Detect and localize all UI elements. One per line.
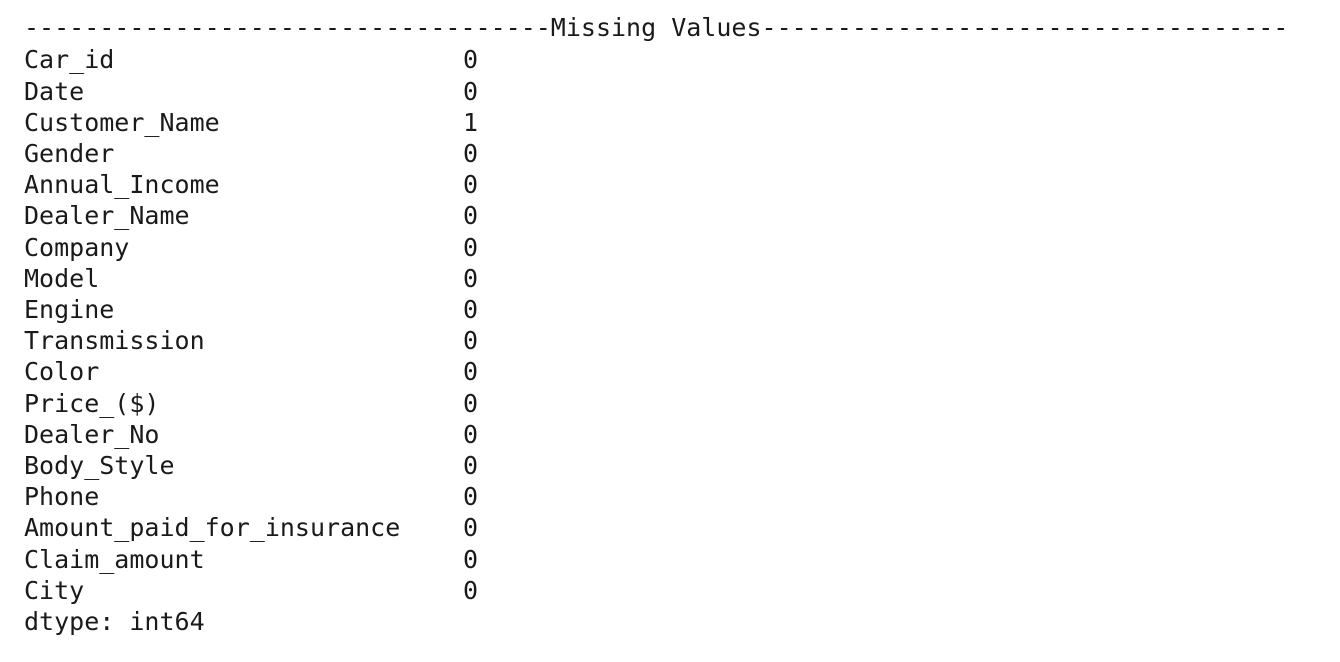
column-name: Model <box>24 263 100 293</box>
missing-count: 0 <box>463 451 479 480</box>
dtype-line: dtype: int64 <box>24 607 205 636</box>
missing-count: 0 <box>463 357 479 387</box>
missing-count: 0 <box>463 232 479 262</box>
column-name: Body_Style <box>24 451 175 480</box>
missing-count: 0 <box>463 45 479 75</box>
column-name: Color <box>24 357 100 387</box>
missing-count: 0 <box>463 575 479 605</box>
column-name: Dealer_Name <box>24 201 190 231</box>
column-name: Engine <box>24 295 115 324</box>
missing-count: 0 <box>463 201 479 231</box>
column-name: Phone <box>24 482 100 512</box>
column-name: City <box>24 575 85 605</box>
missing-count: 1 <box>463 107 479 137</box>
missing-count: 0 <box>463 388 479 418</box>
column-name: Dealer_No <box>24 419 160 449</box>
missing-count: 0 <box>463 295 479 324</box>
missing-count: 0 <box>463 482 479 512</box>
missing-count: 0 <box>463 139 479 168</box>
missing-count: 0 <box>463 326 479 356</box>
missing-count: 0 <box>463 513 479 543</box>
missing-count: 0 <box>463 544 479 574</box>
column-name: Customer_Name <box>24 107 220 137</box>
column-name: Transmission <box>24 326 205 356</box>
column-name: Claim_amount <box>24 544 205 574</box>
column-name: Price_($) <box>24 388 160 418</box>
column-name: Annual_Income <box>24 170 220 200</box>
missing-count: 0 <box>463 76 479 106</box>
missing-count: 0 <box>463 419 479 449</box>
column-name: Amount_paid_for_insurance <box>24 513 401 543</box>
column-name: Date <box>24 76 85 106</box>
missing-count: 0 <box>463 263 479 293</box>
column-name: Company <box>24 232 130 262</box>
column-name: Gender <box>24 139 115 168</box>
column-name: Car_id <box>24 45 115 75</box>
header: -----------------------------------Missi… <box>24 13 1289 42</box>
missing-count: 0 <box>463 170 479 200</box>
